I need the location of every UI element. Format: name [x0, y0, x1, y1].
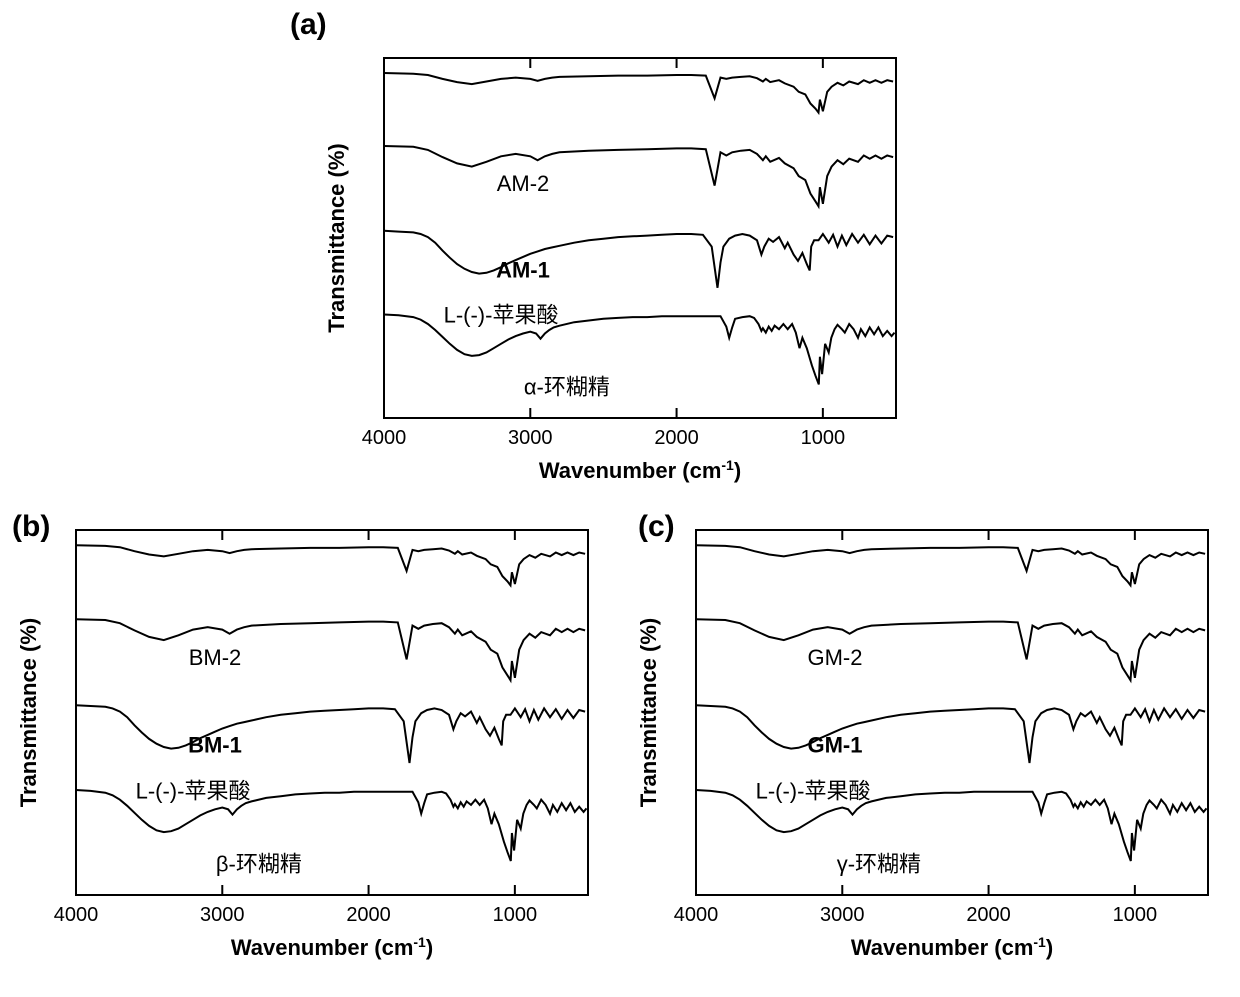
y-axis-label: Transmittance (%) — [636, 618, 661, 808]
series-label: L-(-)-苹果酸 — [444, 303, 559, 328]
xtick-label: 4000 — [674, 904, 719, 926]
xtick-label: 1000 — [1113, 904, 1158, 926]
series-label: BM-1 — [188, 733, 242, 758]
panel-letter-a: (a) — [290, 8, 327, 42]
xtick-label: 2000 — [654, 427, 699, 449]
y-axis-label: Transmittance (%) — [324, 143, 349, 333]
series-label: β-环糊精 — [216, 851, 302, 876]
spectrum-2 — [384, 231, 893, 288]
spectrum-1 — [76, 619, 585, 680]
spectrum-0 — [696, 545, 1205, 585]
xtick-label: 3000 — [820, 904, 865, 926]
series-label: GM-1 — [807, 733, 862, 758]
spectrum-2 — [696, 705, 1205, 763]
xtick-label: 3000 — [200, 904, 245, 926]
series-label: L-(-)-苹果酸 — [756, 778, 871, 803]
x-axis-label: Wavenumber (cm-1) — [851, 934, 1053, 960]
xtick-label: 2000 — [966, 904, 1011, 926]
spectrum-0 — [76, 545, 585, 585]
series-label: L-(-)-苹果酸 — [136, 778, 251, 803]
xtick-label: 1000 — [801, 427, 846, 449]
series-label: γ-环糊精 — [837, 851, 921, 876]
y-axis-label: Transmittance (%) — [16, 618, 41, 808]
series-label: BM-2 — [189, 645, 242, 670]
xtick-label: 3000 — [508, 427, 553, 449]
series-label: AM-1 — [496, 258, 550, 283]
spectrum-1 — [384, 146, 893, 206]
spectrum-2 — [76, 705, 585, 763]
x-axis-label: Wavenumber (cm-1) — [539, 457, 741, 483]
panel-a: 4000 3000 2000 1000 Wavenumber (cm-1) Transmi… — [318, 50, 908, 490]
x-axis-label: Wavenumber (cm-1) — [231, 934, 433, 960]
series-label: AM-2 — [497, 171, 550, 196]
xtick-label: 2000 — [346, 904, 391, 926]
ftir-figure: (a) (b) (c) 4000300020001000Wavenumber (… — [0, 0, 1240, 997]
xtick-label: 1000 — [493, 904, 538, 926]
panel-c: 4000 3000 2000 1000 Wavenumber (cm-1) Transmi… — [630, 522, 1220, 967]
panel-b: 4000 3000 2000 1000 Wavenumber (cm-1) Transmi… — [10, 522, 600, 967]
spectrum-1 — [696, 619, 1205, 680]
series-label: GM-2 — [807, 645, 862, 670]
series-label: α-环糊精 — [524, 375, 610, 400]
xtick-label: 4000 — [362, 427, 407, 449]
xtick-label: 4000 — [54, 904, 99, 926]
spectrum-0 — [384, 73, 893, 113]
